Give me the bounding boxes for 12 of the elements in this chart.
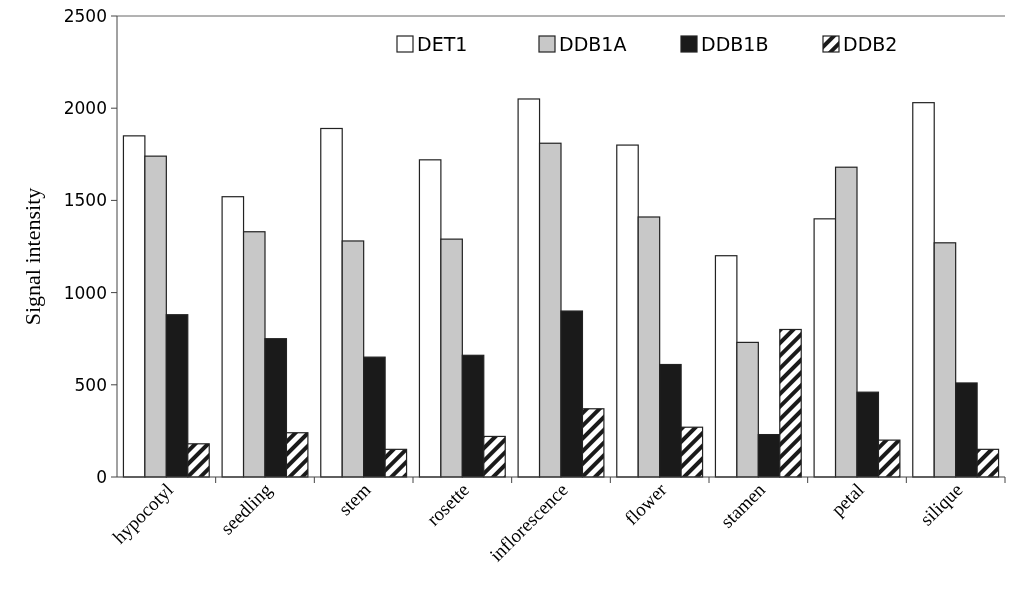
y-axis-title: Signal intensity — [20, 187, 45, 326]
y-tick-label: 2000 — [63, 98, 107, 119]
y-tick-label: 500 — [74, 374, 107, 395]
x-tick-label: stem — [334, 478, 375, 520]
y-tick-label: 1500 — [63, 190, 107, 211]
legend-label: DDB1A — [559, 32, 627, 55]
legend-label: DDB1B — [701, 32, 769, 55]
legend-label: DET1 — [417, 32, 468, 55]
y-tick-label: 2500 — [63, 5, 107, 26]
y-tick-label: 0 — [96, 466, 107, 487]
legend-label: DDB2 — [843, 32, 898, 55]
y-tick-label: 1000 — [63, 282, 107, 303]
